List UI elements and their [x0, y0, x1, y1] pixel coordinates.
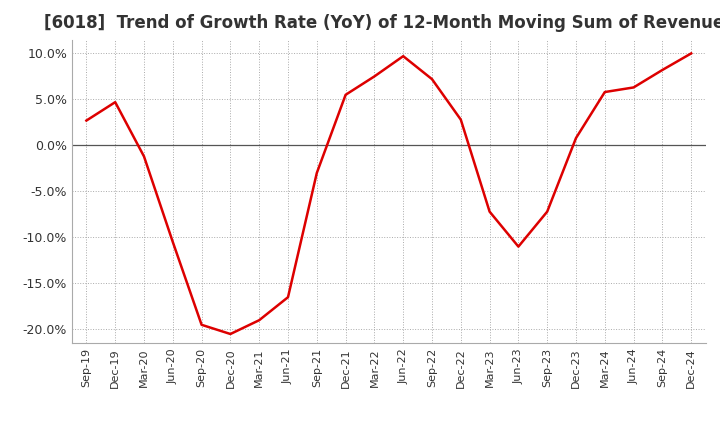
Title: [6018]  Trend of Growth Rate (YoY) of 12-Month Moving Sum of Revenues: [6018] Trend of Growth Rate (YoY) of 12-… — [44, 15, 720, 33]
